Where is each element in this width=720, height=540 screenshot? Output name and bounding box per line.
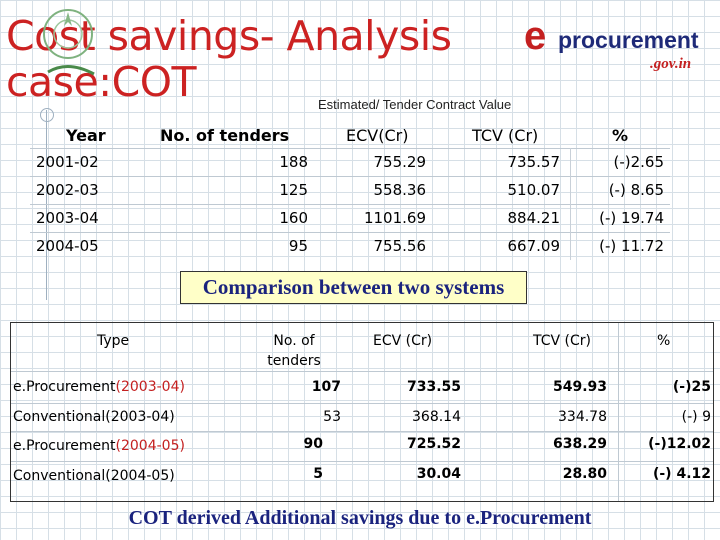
cell-tenders: 53 [323,409,341,425]
type-label: e.Procurement [13,379,116,395]
header-tenders: No. of tenders [160,126,290,145]
state-emblem-logo [43,9,95,76]
cell-percent: (-) 11.72 [599,237,664,255]
cell-percent: (-)25 [672,379,711,395]
cell-tenders: 90 [303,436,323,452]
type-year: (2004-05) [115,438,185,454]
cell-ecv: 1101.69 [363,209,426,227]
cell-tcv: 334.78 [558,409,607,425]
year-table: Year No. of tenders ECV(Cr) TCV (Cr) % 2… [0,118,720,268]
header-type: Type [97,333,130,349]
header-tenders: No. of tenders [267,333,321,369]
header-ecv: ECV(Cr) [346,126,409,145]
header-ecv: ECV (Cr) [373,333,433,349]
header-percent: % [612,126,629,145]
header-percent: % [657,333,671,349]
cell-tenders: 125 [279,181,308,199]
logo-wordmark: procurement [558,27,699,53]
cell-percent: (-)12.02 [648,436,711,452]
cell-percent: (-) 19.74 [599,209,664,227]
cell-tcv: 28.80 [562,466,607,482]
cell-ecv: 725.52 [406,436,461,452]
cell-percent: (-) 9 [681,409,711,425]
eprocurement-logo: e procurement .gov.in [524,10,704,85]
cell-tenders: 107 [311,379,341,395]
page-title-line1: Cost savings- Analysis [6,12,452,60]
logo-e-letter: e [524,14,547,58]
cell-tenders: 95 [288,237,308,255]
cell-tenders: 5 [313,466,323,482]
cell-type: e.Procurement(2004-05) [13,438,185,454]
cell-tcv: 549.93 [552,379,607,395]
cell-percent: (-)2.65 [613,153,664,171]
cell-tenders: 160 [279,209,308,227]
header-tcv: TCV (Cr) [472,126,539,145]
type-year: (2004-05) [105,468,175,484]
cell-type: Conventional(2003-04) [13,409,175,425]
cell-year: 2002-03 [36,181,99,199]
cell-tcv: 510.07 [507,181,561,199]
logo-domain: .gov.in [650,56,692,72]
cell-year: 2004-05 [36,237,99,255]
type-year: (2003-04) [105,409,175,425]
cell-tcv: 638.29 [552,436,607,452]
cell-tenders: 188 [279,153,308,171]
header-tcv: TCV (Cr) [533,333,591,349]
type-label: e.Procurement [13,438,116,454]
header-year: Year [66,126,106,145]
type-year: (2003-04) [115,379,185,395]
cell-ecv: 755.56 [373,237,427,255]
cell-ecv: 733.55 [406,379,461,395]
cell-percent: (-) 4.12 [652,466,711,482]
accent-line [46,110,47,300]
cell-tcv: 667.09 [507,237,561,255]
comparison-banner: Comparison between two systems [180,271,527,304]
cell-tcv: 884.21 [507,209,561,227]
cell-ecv: 30.04 [416,466,461,482]
cell-year: 2001-02 [36,153,99,171]
comparison-table: Type No. of tenders ECV (Cr) TCV (Cr) % … [10,322,714,502]
cell-ecv: 755.29 [373,153,427,171]
page-title-line2: case:COT [6,58,197,106]
cell-year: 2003-04 [36,209,99,227]
type-label: Conventional [13,409,106,425]
accent-dot [40,108,54,122]
cell-percent: (-) 8.65 [608,181,664,199]
cell-type: e.Procurement(2003-04) [13,379,185,395]
value-note: Estimated/ Tender Contract Value [318,97,512,112]
footer-caption: COT derived Additional savings due to e.… [128,507,592,529]
cell-ecv: 368.14 [412,409,461,425]
cell-ecv: 558.36 [373,181,427,199]
type-label: Conventional [13,468,106,484]
cell-type: Conventional(2004-05) [13,468,175,484]
cell-tcv: 735.57 [507,153,561,171]
